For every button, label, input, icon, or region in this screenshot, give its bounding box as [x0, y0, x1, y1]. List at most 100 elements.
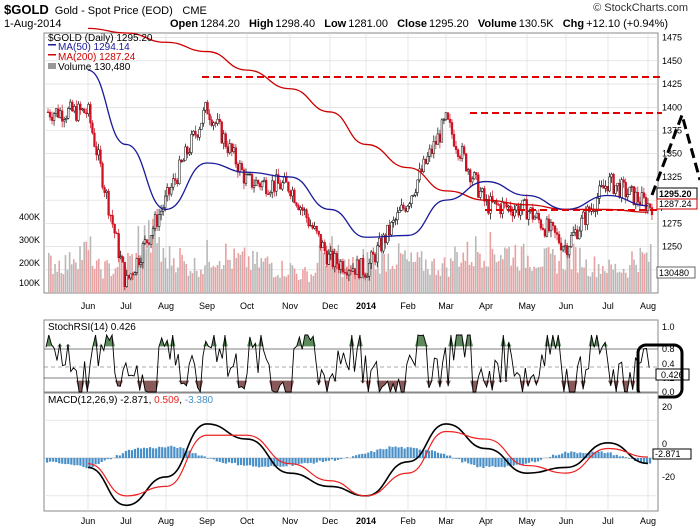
candle-body [614, 185, 617, 194]
macd-histogram-bar [297, 458, 300, 465]
macd-histogram-bar [252, 458, 255, 467]
volume-bar [454, 246, 456, 293]
candle-body [135, 258, 139, 273]
candle-body [188, 152, 191, 155]
macd-histogram-bar [442, 453, 446, 458]
volume-bar [164, 257, 167, 293]
volume-bar [127, 252, 129, 293]
volume-bar [508, 246, 510, 293]
x-tick-label: May [518, 516, 536, 526]
candle-body [543, 229, 547, 237]
candle-body [208, 113, 211, 120]
candle-body [50, 116, 54, 121]
macd-histogram-bar [221, 458, 224, 463]
candle-body [515, 205, 518, 211]
volume-bar [318, 245, 321, 293]
candle-body [313, 226, 316, 229]
x-tick-label: Sep [199, 516, 215, 526]
volume-bar [547, 247, 550, 293]
macd-histogram-bar [285, 458, 288, 467]
volume-bar [512, 257, 515, 293]
volume-bar [177, 267, 179, 293]
volume-bar [66, 269, 69, 293]
macd-histogram-bar [73, 458, 76, 466]
macd-histogram-bar [133, 448, 137, 458]
candle-body [632, 186, 635, 205]
candle-body [448, 118, 452, 123]
macd-legend: MACD(12,26,9) -2.871, 0.509, -3.380 [48, 395, 214, 406]
vol-tick: 300K [19, 235, 40, 245]
volume-bar [541, 266, 544, 293]
volume-bar [158, 236, 160, 293]
volume-bar [106, 260, 108, 293]
volume-bar [260, 258, 263, 293]
volume-bar [645, 252, 648, 293]
macd-histogram-bar [630, 458, 633, 459]
macd-histogram-bar [306, 458, 309, 464]
volume-bar [93, 268, 96, 293]
candle-body [460, 146, 464, 159]
candle-body [420, 168, 423, 172]
candle-body [442, 119, 446, 121]
volume-bar [114, 268, 117, 293]
candle-body [366, 275, 369, 278]
x-tick-label: Feb [400, 301, 416, 311]
volume-bar [239, 254, 242, 293]
macd-histogram-bar [233, 458, 237, 463]
volume-bar [522, 243, 525, 293]
candle-body [63, 119, 66, 122]
volume-bar [79, 246, 81, 293]
macd-histogram-bar [582, 453, 585, 458]
volume-bar [487, 266, 490, 293]
volume-bar [52, 273, 54, 293]
volume-bar [489, 231, 492, 293]
volume-bar [549, 253, 552, 293]
macd-histogram-bar [79, 458, 82, 466]
candle-body [525, 199, 528, 220]
volume-bar [314, 272, 317, 293]
macd-histogram-bar [336, 458, 340, 460]
candle-body [462, 146, 466, 154]
candle-body [311, 225, 314, 229]
macd-histogram-bar [109, 458, 112, 460]
x-tick-label: Aug [158, 516, 174, 526]
volume-bar [568, 252, 571, 293]
macd-histogram-bar [179, 447, 182, 458]
macd-histogram-bar [94, 458, 97, 465]
candle-body [186, 146, 189, 155]
legend-main: $GOLD (Daily) 1295.20 [48, 33, 153, 44]
macd-histogram-bar [288, 458, 291, 465]
volume-bar [160, 261, 163, 293]
volume-bar [345, 267, 348, 293]
macd-legend-sep: , [149, 395, 155, 406]
macd-histogram-bar [67, 458, 70, 464]
candle-body [85, 112, 88, 114]
macd-histogram-bar [191, 453, 194, 458]
candle-body [396, 212, 399, 220]
volume-bar [435, 274, 437, 293]
volume-bar [118, 250, 121, 293]
macd-histogram-bar [130, 450, 134, 458]
volume-bar [289, 263, 292, 293]
legend-ma200-swatch [48, 54, 56, 56]
macd-histogram-bar [324, 458, 327, 462]
volume-bar [516, 266, 519, 293]
candle-body [168, 187, 171, 195]
macd-histogram-bar [70, 458, 73, 465]
macd-legend-label: MACD(12,26,9) [48, 395, 120, 406]
volume-bar [291, 265, 294, 293]
volume-bar [491, 248, 494, 293]
macd-tick: -20 [662, 472, 675, 482]
volume-bar [241, 251, 244, 293]
macd-histogram-bar [185, 450, 188, 458]
volume-bar [431, 261, 433, 293]
volume-bar [424, 259, 427, 293]
candle-body [491, 196, 494, 203]
candle-body [404, 207, 407, 212]
x-tick-label: Aug [640, 301, 656, 311]
volume-bar [452, 261, 454, 293]
macd-histogram-bar [194, 453, 197, 458]
candle-body [547, 218, 551, 232]
macd-histogram-bar [55, 458, 58, 463]
candle-body [501, 202, 504, 215]
